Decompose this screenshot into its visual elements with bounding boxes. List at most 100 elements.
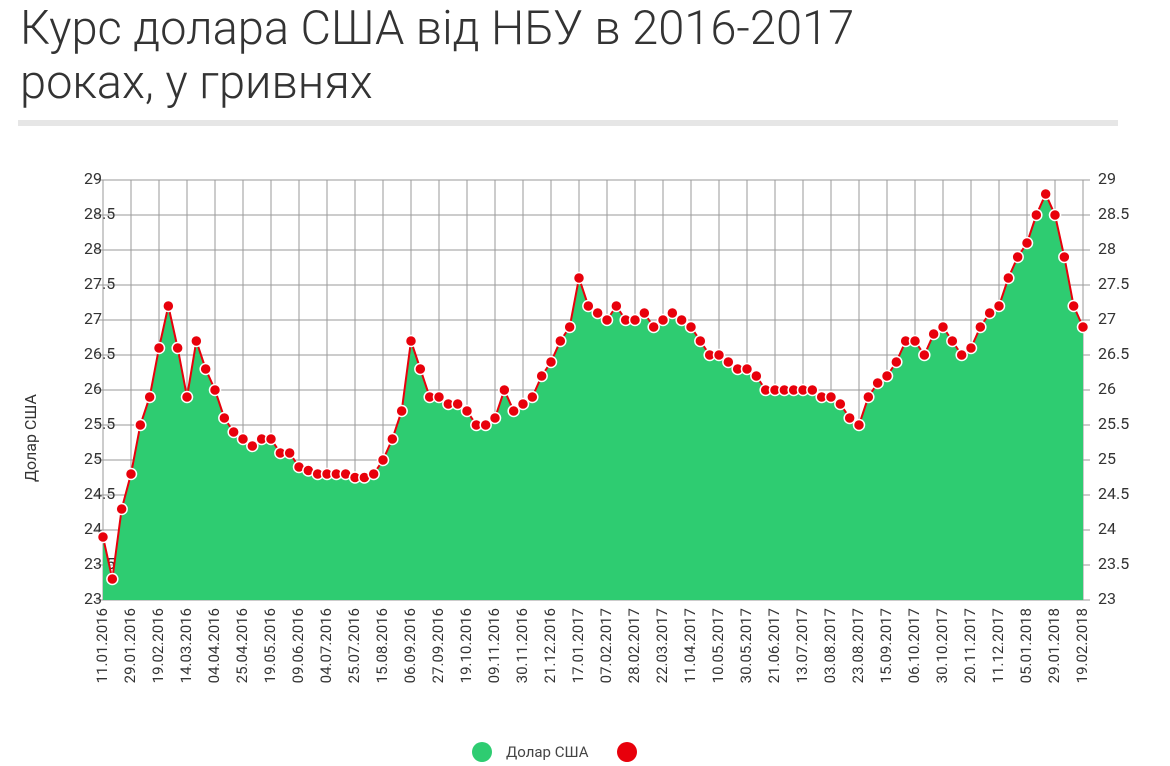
y2-tick-label: 26 [1098,379,1116,398]
point-marker [1039,187,1052,201]
point-marker [908,334,922,348]
point-marker [124,467,138,481]
point-marker [432,390,446,404]
x-tick-label: 03.08.2017 [821,608,839,683]
point-marker [236,432,250,446]
point-marker [376,453,390,467]
point-marker [218,411,231,425]
y-tick-label: 26.5 [84,344,115,363]
point-marker [600,313,614,327]
point-marker [638,306,651,320]
y2-tick-label: 27 [1098,309,1116,328]
point-marker [498,383,511,397]
point-marker [134,418,147,432]
point-marker [395,404,408,418]
point-marker [526,390,539,404]
y-tick-label: 27.5 [84,274,115,293]
x-tick-label: 07.02.2017 [597,608,615,683]
y2-tick-label: 28.5 [1098,204,1129,223]
point-marker [162,299,175,313]
y2-tick-label: 29 [1098,169,1116,188]
chart-title: Курс долара США від НБУ в 2016-2017 рока… [20,1,855,110]
x-tick-label: 05.01.2018 [1017,608,1035,683]
y-tick-label: 23 [84,589,102,608]
point-marker [890,355,903,369]
x-tick-label: 22.03.2017 [653,608,671,683]
x-tick-label: 04.04.2016 [205,608,223,683]
x-tick-label: 29.01.2018 [1045,608,1063,683]
x-tick-label: 15.08.2016 [373,608,391,683]
point-marker [96,530,110,544]
point-marker [283,446,296,460]
point-marker [666,306,679,320]
x-tick-label: 09.06.2016 [289,608,307,683]
point-marker [143,390,156,404]
point-marker [115,502,128,516]
y-tick-label: 28.5 [84,204,115,223]
point-marker [488,411,502,425]
point-marker [1030,208,1043,222]
point-marker [451,397,464,411]
x-tick-label: 30.11.2016 [513,608,531,683]
point-marker [983,306,996,320]
point-marker [684,320,698,334]
point-marker [190,334,203,348]
y2-tick-label: 23.5 [1098,554,1129,573]
x-tick-label: 14.03.2016 [177,608,195,683]
point-marker [834,397,847,411]
y-tick-label: 26 [84,379,102,398]
point-marker [936,320,950,334]
point-marker [918,348,931,362]
point-marker [180,390,194,404]
y-tick-label: 24.5 [84,484,115,503]
x-tick-label: 15.09.2017 [877,608,895,683]
x-tick-label: 10.05.2017 [709,608,727,683]
y2-tick-label: 28 [1098,239,1116,258]
y-tick-label: 25 [84,449,102,468]
point-marker [712,348,726,362]
x-tick-label: 25.04.2016 [233,608,251,683]
x-tick-label: 11.04.2017 [681,608,699,683]
x-tick-label: 19.10.2016 [457,608,475,683]
point-marker [264,432,278,446]
y-tick-label: 29 [84,169,102,188]
point-marker [656,313,670,327]
y-tick-label: 24 [84,519,102,538]
point-marker [460,404,474,418]
x-tick-label: 30.05.2017 [737,608,755,683]
point-marker [582,299,595,313]
point-marker [647,320,660,334]
point-marker [946,334,959,348]
point-marker [227,425,240,439]
point-marker [152,341,166,355]
point-marker [199,362,212,376]
x-tick-label: 19.05.2016 [261,608,279,683]
y2-tick-label: 26.5 [1098,344,1129,363]
legend-marker-point [617,742,637,762]
point-marker [414,362,427,376]
x-tick-label: 28.02.2017 [625,608,643,683]
point-marker [554,334,567,348]
point-marker [1002,271,1015,285]
point-marker [544,355,558,369]
point-marker [740,362,754,376]
y-tick-label: 25.5 [84,414,115,433]
y2-tick-label: 27.5 [1098,274,1129,293]
x-tick-label: 13.07.2017 [793,608,811,683]
x-tick-label: 20.11.2017 [961,608,979,683]
x-tick-label: 06.09.2016 [401,608,419,683]
legend-label: Долар США [506,743,589,761]
y-tick-label: 27 [84,309,102,328]
x-tick-label: 30.10.2017 [933,608,951,683]
point-marker [246,439,259,453]
title-rule [18,120,1118,126]
point-marker [974,320,987,334]
point-marker [955,348,968,362]
point-marker [591,306,604,320]
point-marker [694,334,707,348]
x-tick-label: 11.12.2017 [989,608,1007,683]
point-marker [628,313,642,327]
x-tick-label: 11.01.2016 [93,608,111,683]
y2-tick-label: 25.5 [1098,414,1129,433]
